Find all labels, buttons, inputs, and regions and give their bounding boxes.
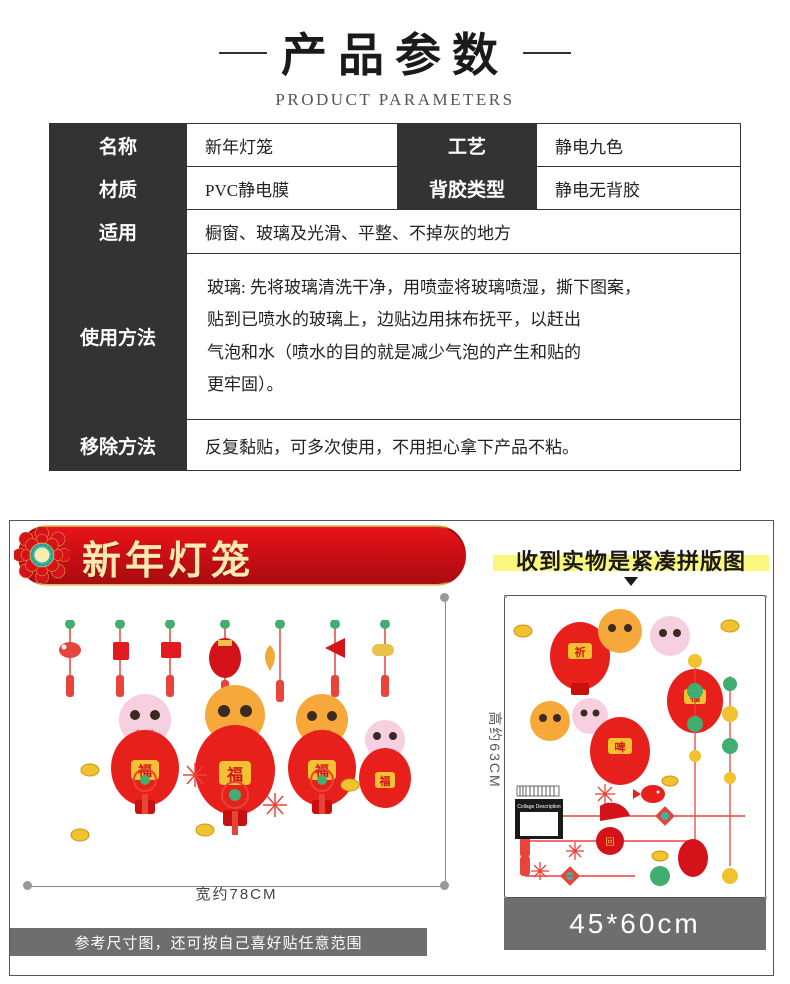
svg-text:祈: 祈 xyxy=(575,645,586,659)
svg-text:福: 福 xyxy=(379,774,391,788)
svg-text:回: 回 xyxy=(605,837,614,847)
svg-text:啤: 啤 xyxy=(615,740,626,754)
svg-text:Collage Description: Collage Description xyxy=(517,804,561,810)
